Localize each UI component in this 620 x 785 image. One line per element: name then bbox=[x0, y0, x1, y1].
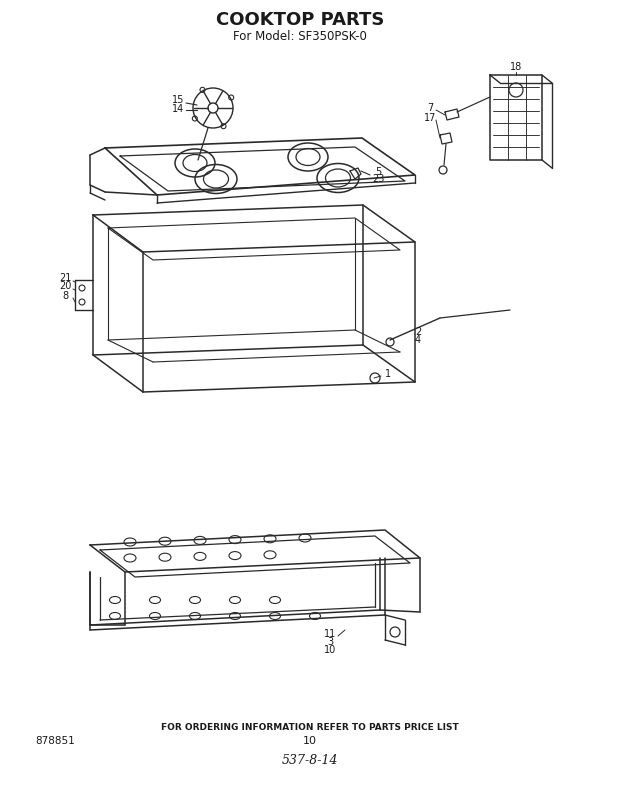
Text: 3: 3 bbox=[327, 637, 333, 647]
Text: 8: 8 bbox=[62, 291, 68, 301]
Text: 23: 23 bbox=[372, 174, 384, 184]
Text: 18: 18 bbox=[510, 62, 522, 72]
Text: 5: 5 bbox=[375, 167, 381, 177]
Text: 7: 7 bbox=[427, 103, 433, 113]
Text: 17: 17 bbox=[424, 113, 436, 123]
Text: For Model: SF350PSK-0: For Model: SF350PSK-0 bbox=[233, 30, 367, 42]
Text: 20: 20 bbox=[59, 281, 71, 291]
Text: 10: 10 bbox=[324, 645, 336, 655]
Text: 11: 11 bbox=[324, 629, 336, 639]
Text: 1: 1 bbox=[385, 369, 391, 379]
Text: 537-8-14: 537-8-14 bbox=[281, 754, 339, 766]
Text: 10: 10 bbox=[303, 736, 317, 746]
Text: 2: 2 bbox=[415, 327, 421, 337]
Text: 4: 4 bbox=[415, 335, 421, 345]
Text: COOKTOP PARTS: COOKTOP PARTS bbox=[216, 11, 384, 29]
Text: FOR ORDERING INFORMATION REFER TO PARTS PRICE LIST: FOR ORDERING INFORMATION REFER TO PARTS … bbox=[161, 724, 459, 732]
Text: 21: 21 bbox=[59, 273, 71, 283]
Text: 878851: 878851 bbox=[35, 736, 75, 746]
Text: 15: 15 bbox=[172, 95, 184, 105]
Text: 14: 14 bbox=[172, 104, 184, 114]
